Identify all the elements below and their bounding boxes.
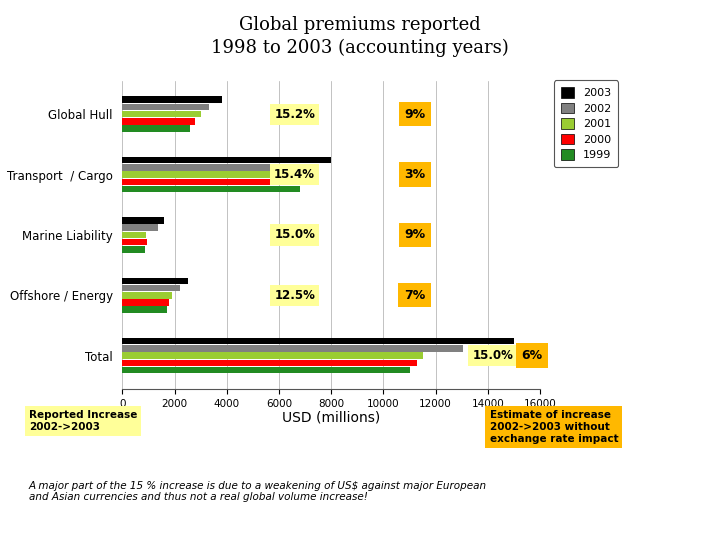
Text: Reported Increase
2002->2003: Reported Increase 2002->2003 <box>29 410 138 432</box>
Text: 6%: 6% <box>521 349 543 362</box>
Bar <box>122 164 304 171</box>
Text: 15.0%: 15.0% <box>274 228 315 241</box>
Text: Estimate of increase
2002->2003 without
exchange rate impact: Estimate of increase 2002->2003 without … <box>490 410 618 443</box>
Text: USD (millions): USD (millions) <box>282 410 380 424</box>
Bar <box>122 186 300 192</box>
Text: 9%: 9% <box>404 228 426 241</box>
Bar <box>122 338 514 345</box>
Text: 7%: 7% <box>404 289 426 302</box>
Text: 12.5%: 12.5% <box>274 289 315 302</box>
Bar <box>122 285 180 291</box>
Bar <box>122 232 146 238</box>
Text: 3%: 3% <box>404 168 426 181</box>
Text: 15.2%: 15.2% <box>274 107 315 121</box>
Bar <box>122 111 201 118</box>
Bar <box>122 278 188 284</box>
Text: A major part of the 15 % increase is due to a weakening of US$ against major Eur: A major part of the 15 % increase is due… <box>29 481 487 502</box>
Bar <box>122 217 164 224</box>
Text: 15.4%: 15.4% <box>274 168 315 181</box>
Legend: 2003, 2002, 2001, 2000, 1999: 2003, 2002, 2001, 2000, 1999 <box>554 80 618 167</box>
Text: Global premiums reported
1998 to 2003 (accounting years): Global premiums reported 1998 to 2003 (a… <box>211 16 509 57</box>
Text: 15.0%: 15.0% <box>472 349 513 362</box>
Bar <box>122 104 209 110</box>
Bar <box>122 352 423 359</box>
Bar <box>122 360 418 366</box>
Bar <box>122 225 158 231</box>
Bar <box>122 292 172 299</box>
Bar <box>122 97 222 103</box>
Text: 9%: 9% <box>404 107 426 121</box>
Bar <box>122 118 196 125</box>
Bar <box>122 299 169 306</box>
Bar <box>122 157 331 163</box>
Bar <box>122 367 410 373</box>
Bar <box>122 307 167 313</box>
Bar <box>122 171 300 178</box>
Bar <box>122 239 147 245</box>
Bar <box>122 246 145 253</box>
Bar <box>122 179 310 185</box>
Bar <box>122 125 190 132</box>
Bar <box>122 345 463 352</box>
